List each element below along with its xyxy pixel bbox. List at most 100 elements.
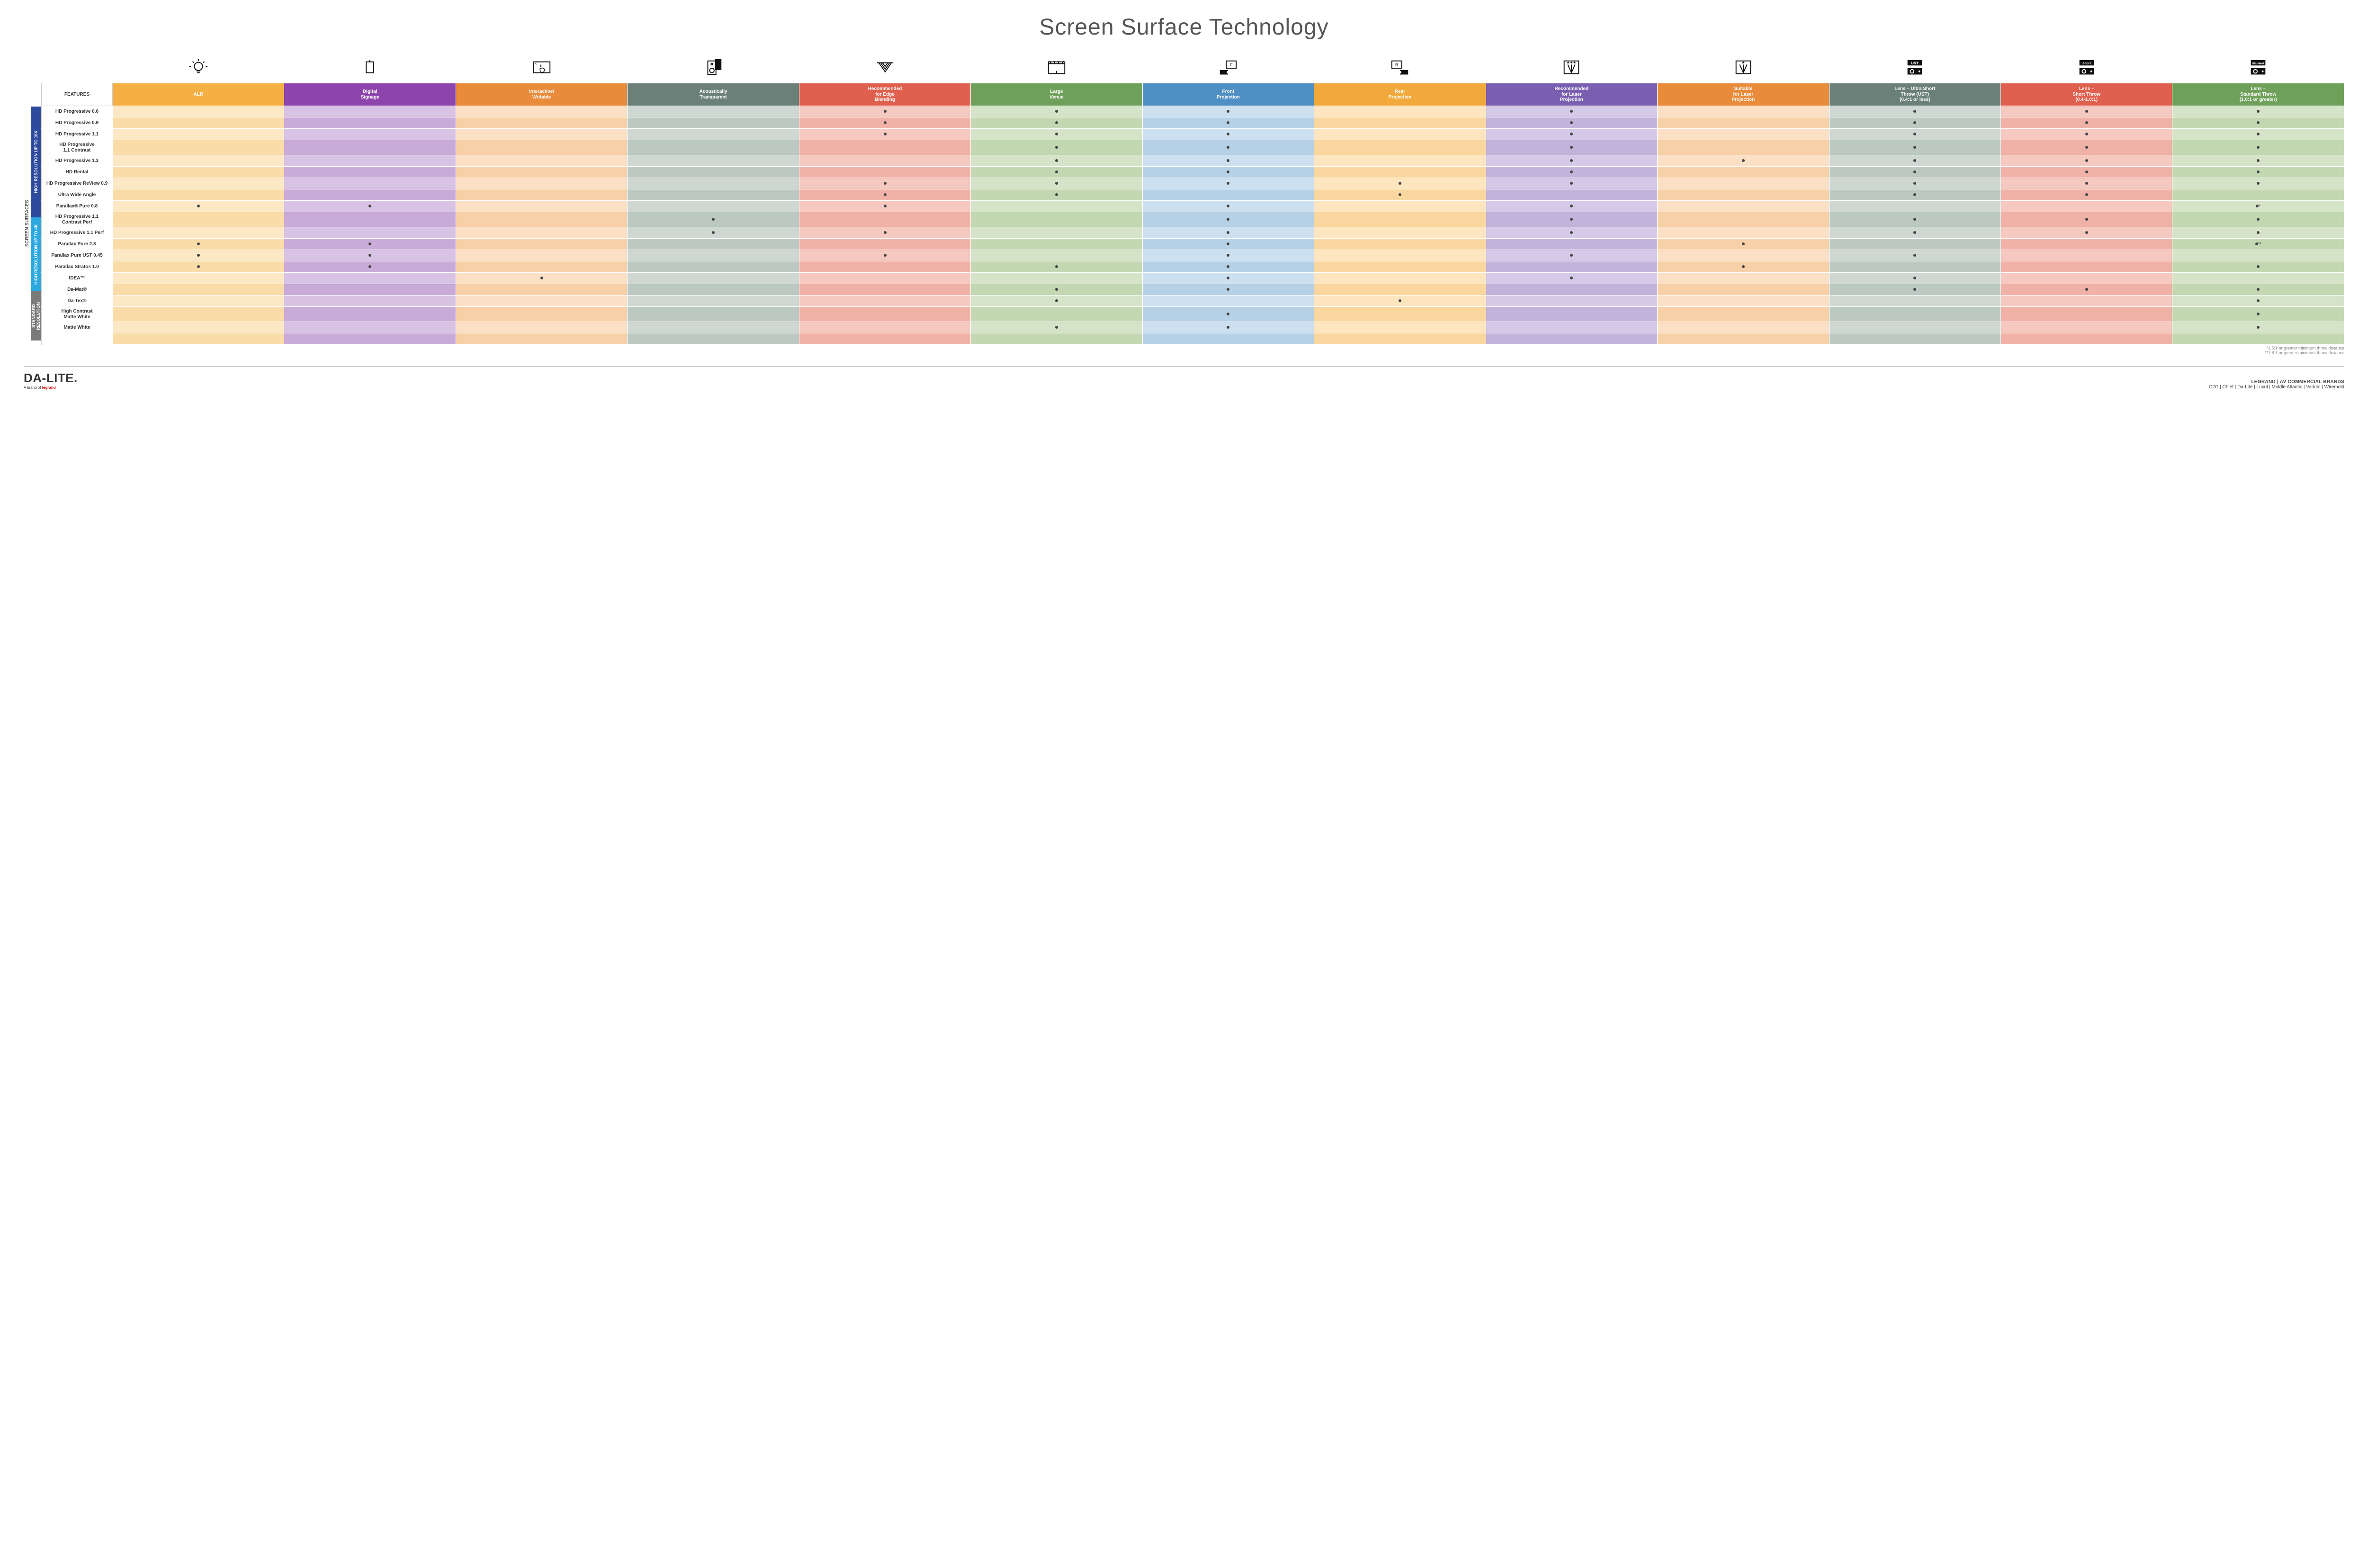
cell-edge — [799, 106, 970, 117]
cell-std — [2172, 227, 2344, 239]
cell-edge — [799, 227, 970, 239]
dot-icon — [1227, 288, 1229, 291]
brand-name: DA-LITE. — [24, 371, 78, 385]
side-group-g4k: HIGH RESOLUTION UP TO 4K — [31, 217, 41, 291]
cell-acoust — [628, 201, 799, 212]
cell-ust — [1829, 261, 2000, 273]
footnotes: *1.5:1 or greater minimum throw distance… — [24, 346, 2344, 355]
cell-acoust — [628, 322, 799, 333]
dot-icon — [540, 277, 543, 279]
cell-short — [2000, 307, 2172, 322]
dot-icon — [1227, 133, 1229, 135]
cell-dsign — [284, 307, 456, 322]
cell-reclas — [1486, 212, 1657, 227]
dot-icon — [884, 193, 887, 196]
dot-icon — [2257, 299, 2260, 302]
dot-icon — [1913, 254, 1916, 257]
cell-edge — [799, 273, 970, 284]
cell-edge — [799, 178, 970, 189]
cell-acoust — [628, 106, 799, 117]
cell-std — [2172, 117, 2344, 129]
row-label: Parallax Pure 2.3 — [42, 239, 113, 250]
dot-icon — [1055, 299, 1058, 302]
header-icon-front: F — [1142, 55, 1314, 83]
cell-alr — [113, 178, 284, 189]
cell-reclas — [1486, 117, 1657, 129]
cell-ust — [1829, 284, 2000, 296]
cell-std — [2172, 273, 2344, 284]
cell-std — [2172, 296, 2344, 307]
row-label: Da-Tex® — [42, 296, 113, 307]
dot-icon — [1055, 193, 1058, 196]
cell-dsign — [284, 201, 456, 212]
cell-dsign — [284, 273, 456, 284]
cell-rear — [1314, 106, 1486, 117]
cell-short — [2000, 129, 2172, 140]
row-label: HD Progressive1.1 Contrast — [42, 140, 113, 155]
dot-icon — [712, 231, 715, 234]
cell-ust — [1829, 227, 2000, 239]
cell-edge — [799, 284, 970, 296]
cell-rear — [1314, 307, 1486, 322]
cell-inter — [456, 189, 627, 201]
cell-rear — [1314, 189, 1486, 201]
dot-icon — [1227, 146, 1229, 149]
cell-acoust — [628, 178, 799, 189]
cell-venue — [971, 307, 1142, 322]
cell-suitlas — [1658, 273, 1829, 284]
dot-icon — [884, 231, 887, 234]
cell-suitlas — [1658, 284, 1829, 296]
cell-std — [2172, 178, 2344, 189]
col-head-dsign: DigitalSignage — [284, 83, 456, 106]
features-header: FEATURES — [42, 83, 113, 106]
cell-suitlas — [1658, 322, 1829, 333]
cell-edge — [799, 307, 970, 322]
col-head-suitlas: Suitablefor LaserProjection — [1658, 83, 1829, 106]
cell-std — [2172, 261, 2344, 273]
dot-icon — [2257, 170, 2260, 173]
cell-alr — [113, 155, 284, 167]
cell-venue — [971, 155, 1142, 167]
side-group-g16k: HIGH RESOLUTION UP TO 16K — [31, 107, 41, 217]
cell-dsign — [284, 189, 456, 201]
header-icon-venue — [971, 55, 1142, 83]
cell-alr — [113, 129, 284, 140]
dot-icon — [1913, 182, 1916, 185]
dot-icon — [2085, 182, 2088, 185]
cell-std — [2172, 284, 2344, 296]
cell-rear — [1314, 117, 1486, 129]
svg-text:F: F — [1230, 63, 1233, 68]
table-row-pad — [42, 333, 2344, 345]
dot-icon — [2257, 159, 2260, 162]
cell-dsign — [284, 212, 456, 227]
dot-icon — [2257, 326, 2260, 329]
dot-icon — [1913, 193, 1916, 196]
cell-venue — [971, 106, 1142, 117]
cell-venue — [971, 140, 1142, 155]
cell-ust — [1829, 140, 2000, 155]
cell-reclas — [1486, 178, 1657, 189]
row-label: HD Progressive 1.1Contrast Perf — [42, 212, 113, 227]
dot-icon — [1227, 218, 1229, 221]
cell-ust — [1829, 167, 2000, 178]
dot-icon — [1055, 146, 1058, 149]
cell-edge — [799, 129, 970, 140]
svg-text:Short: Short — [2082, 62, 2091, 65]
dot-icon — [1055, 170, 1058, 173]
cell-ust — [1829, 129, 2000, 140]
row-label: HD Progressive ReView 0.9 — [42, 178, 113, 189]
cell-inter — [456, 129, 627, 140]
row-label: Da-Mat® — [42, 284, 113, 296]
header-icon-dsign — [284, 55, 456, 83]
brand-logo-block: DA-LITE. A brand of legrand — [24, 371, 78, 390]
table-row: HD Progressive 0.9 — [42, 117, 2344, 129]
cell-venue — [971, 117, 1142, 129]
dot-icon — [197, 254, 200, 257]
dot-icon — [1570, 231, 1573, 234]
dot-icon — [1570, 205, 1573, 207]
dot-icon — [1055, 265, 1058, 268]
icon-row: FR★★★★USTShortStandard — [42, 55, 2344, 83]
dot-icon — [2257, 182, 2260, 185]
header-icon-acoust — [628, 55, 799, 83]
dot-icon — [1227, 159, 1229, 162]
